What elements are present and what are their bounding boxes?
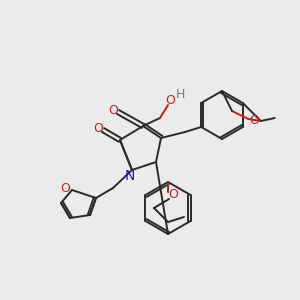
Text: O: O <box>108 104 118 118</box>
Text: O: O <box>60 182 70 194</box>
Text: O: O <box>168 188 178 202</box>
Text: H: H <box>175 88 185 101</box>
Text: O: O <box>93 122 103 136</box>
Text: O: O <box>250 113 259 127</box>
Text: N: N <box>125 169 135 183</box>
Text: O: O <box>165 94 175 107</box>
